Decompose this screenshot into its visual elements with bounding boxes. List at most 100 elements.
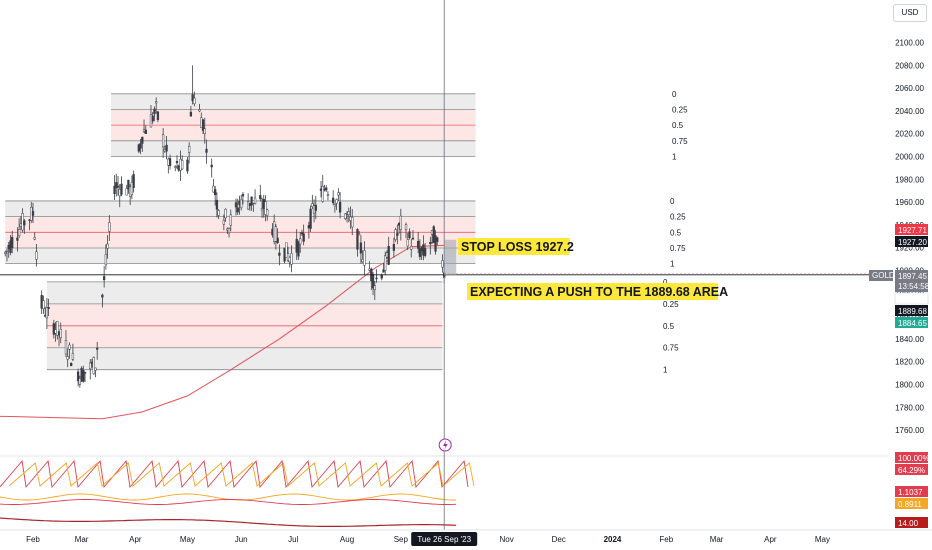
price-tick: 1980.00 bbox=[895, 175, 924, 184]
candle bbox=[144, 125, 147, 135]
candle bbox=[181, 155, 184, 170]
candle bbox=[264, 195, 267, 222]
candle bbox=[311, 194, 314, 210]
fib-level-label: 1 bbox=[672, 153, 677, 162]
candle bbox=[396, 224, 399, 245]
candle bbox=[222, 214, 225, 231]
candle bbox=[408, 228, 411, 240]
candle bbox=[198, 103, 201, 113]
candle bbox=[373, 280, 376, 300]
time-axis[interactable]: Feb Mar Apr May Jun Jul Aug Sep Tue 26 Sep '23 No… bbox=[0, 529, 932, 546]
oscillator-orange-line bbox=[8, 462, 475, 487]
price-tick: 1820.00 bbox=[895, 358, 924, 367]
candle bbox=[205, 139, 208, 164]
candle bbox=[253, 189, 257, 205]
candle bbox=[326, 191, 330, 201]
moving-average-line bbox=[0, 244, 445, 420]
fib-band bbox=[111, 109, 476, 126]
candle bbox=[127, 179, 130, 194]
candle bbox=[240, 195, 243, 211]
candle bbox=[371, 272, 375, 296]
candle bbox=[210, 158, 213, 178]
overlay-lines bbox=[0, 0, 888, 530]
candle bbox=[31, 202, 35, 223]
candle bbox=[266, 208, 269, 221]
indicator-dark-line bbox=[0, 517, 457, 527]
oscillator-red-line bbox=[0, 459, 469, 489]
candle bbox=[174, 165, 177, 172]
candle bbox=[52, 319, 55, 339]
badge-bg bbox=[894, 292, 929, 305]
candle bbox=[17, 218, 21, 239]
price-badge: 1927.20 bbox=[895, 236, 928, 247]
candlestick-series bbox=[4, 65, 446, 388]
fib-band bbox=[111, 125, 476, 141]
price-axis-bg bbox=[888, 0, 932, 530]
candle bbox=[297, 240, 300, 260]
candle bbox=[153, 106, 156, 122]
fib-level-label: 0 bbox=[670, 197, 675, 206]
candle bbox=[175, 155, 179, 169]
badge-value: 1884.65 bbox=[898, 319, 927, 328]
crosshair-date-label: Tue 26 Sep '23 bbox=[417, 535, 471, 544]
candle bbox=[236, 198, 239, 216]
fib-band bbox=[111, 140, 476, 157]
candle bbox=[106, 235, 109, 259]
candle bbox=[338, 191, 342, 219]
time-tick: Mar bbox=[710, 535, 724, 544]
candle bbox=[356, 228, 359, 257]
time-tick: Dec bbox=[552, 535, 566, 544]
candle bbox=[399, 208, 402, 241]
candle bbox=[155, 97, 158, 114]
badge-bg bbox=[895, 517, 928, 528]
candle bbox=[418, 239, 422, 260]
candle bbox=[351, 208, 354, 236]
badge-bg bbox=[895, 224, 928, 235]
fib-level-label: 1 bbox=[663, 366, 668, 375]
candle bbox=[161, 128, 165, 158]
candle bbox=[241, 192, 245, 205]
fib-level-label: 0.25 bbox=[670, 213, 686, 222]
candle bbox=[5, 249, 9, 262]
candle bbox=[23, 218, 26, 234]
moving-average-layer bbox=[0, 244, 445, 420]
fib-band bbox=[5, 232, 476, 248]
badge-value: 100.00% bbox=[898, 454, 930, 463]
candle bbox=[302, 224, 305, 246]
candle bbox=[229, 209, 232, 232]
price-badge: 1927.71 bbox=[895, 224, 928, 235]
price-tick: 1780.00 bbox=[895, 403, 924, 412]
candle bbox=[189, 105, 193, 117]
candle bbox=[358, 230, 361, 236]
fib-band bbox=[5, 216, 476, 233]
time-tick: Feb bbox=[659, 535, 673, 544]
candle bbox=[92, 356, 95, 375]
fib-level-label: 0.5 bbox=[672, 121, 684, 130]
candle bbox=[224, 208, 227, 222]
candle bbox=[102, 266, 106, 288]
price-tick: 2080.00 bbox=[895, 61, 924, 70]
badge-value: 1927.71 bbox=[898, 226, 927, 235]
currency-button[interactable]: USD bbox=[893, 4, 927, 22]
candle bbox=[4, 250, 7, 257]
fib-level-label: 0.25 bbox=[672, 105, 688, 114]
candle bbox=[47, 298, 50, 317]
candle bbox=[406, 232, 409, 250]
annotation-0: STOP LOSS 1927.2 bbox=[458, 238, 574, 255]
candle bbox=[96, 341, 99, 360]
badge-bg bbox=[895, 452, 928, 463]
candle bbox=[35, 244, 38, 267]
price-axis[interactable]: 1760.00 1780.00 1800.00 1820.00 1840.00 1860.… bbox=[888, 0, 932, 530]
candle bbox=[332, 190, 335, 205]
annotation-layer[interactable]: STOP LOSS 1927.2 EXPECTING A PUSH TO THE … bbox=[458, 238, 728, 300]
candle bbox=[191, 65, 194, 105]
candle bbox=[436, 236, 439, 246]
candle bbox=[309, 205, 312, 233]
price-tick: 1800.00 bbox=[895, 381, 924, 390]
lightning-glyph bbox=[443, 440, 448, 450]
candle bbox=[156, 110, 160, 123]
candle bbox=[56, 321, 59, 340]
badge-value: 1889.68 bbox=[898, 307, 927, 316]
